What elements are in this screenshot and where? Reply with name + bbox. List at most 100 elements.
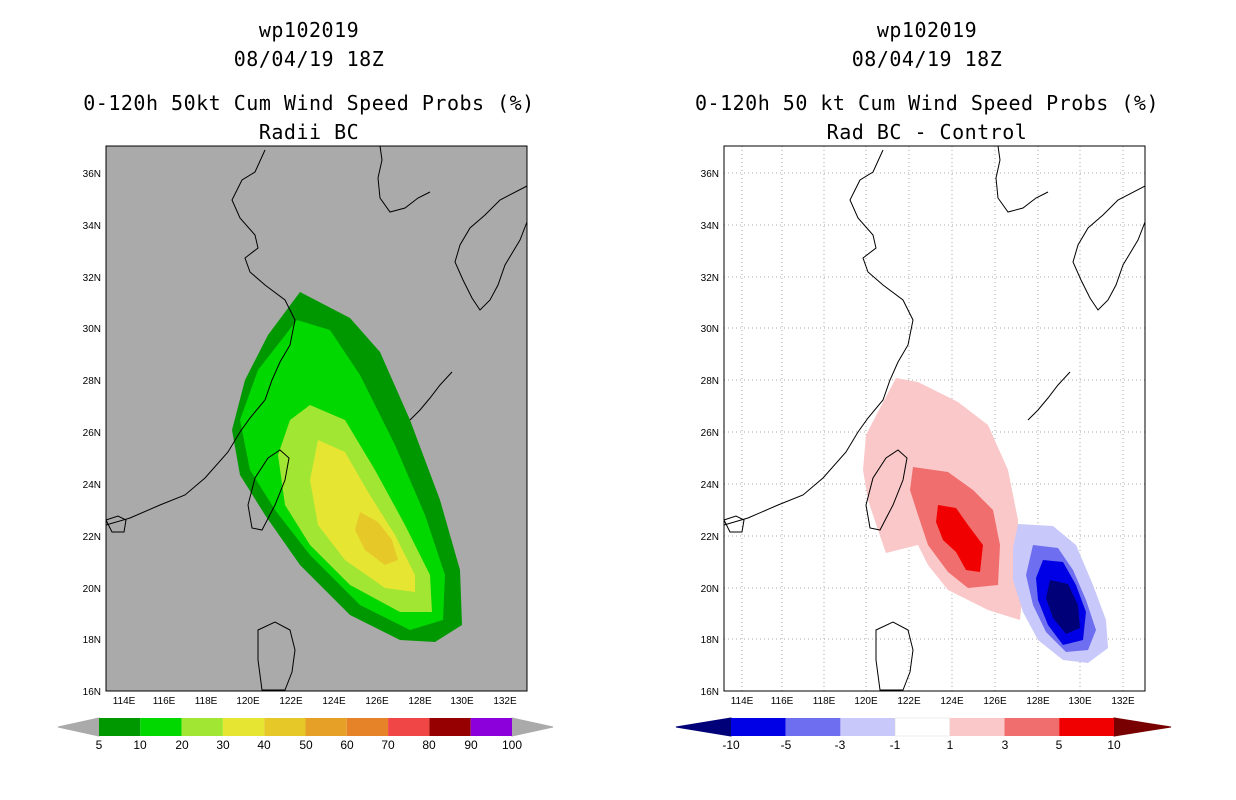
diff-contour-pos-5 [936,505,983,572]
lon-label-124e: 124E [322,696,346,707]
hainan-outline [723,515,745,533]
lat-label-36n: 36N [701,169,719,180]
lon-label-130e: 130E [1068,696,1092,707]
map-subtitle: Radii BC [258,120,360,144]
lon-label-116e: 116E [153,696,176,707]
lat-label-18n: 18N [83,635,101,646]
colorbar-right-labels: -10 -5 -3 -1 1 3 5 10 [722,738,1121,752]
colorbar-left-swatch-8 [388,718,430,736]
colorbar-left-label: 80 [422,738,436,752]
colorbar-right-swatch-1 [731,718,786,736]
colorbar-right-swatch-3 [840,718,896,736]
colorbar-right-label: -3 [835,738,846,752]
colorbar-right-label: 3 [1002,738,1009,752]
lon-label-118e: 118E [195,696,218,707]
colorbar-right-swatch-2 [785,718,841,736]
datetime: 08/04/19 18Z [233,47,385,71]
colorbar-left-label: 20 [175,738,189,752]
colorbar-right-label: 1 [947,738,954,752]
lon-labels: 114E 116E 118E 120E 122E 124E 126E 128E … [113,696,517,707]
colorbar-left-label: 40 [257,738,271,752]
lon-label-122e: 122E [897,696,921,707]
colorbar-left [57,717,554,737]
luzon-outline [257,621,296,691]
prob-contour-40 [355,512,398,565]
colorbar-left-under-arrow [57,717,100,737]
colorbar-left-label: 50 [299,738,313,752]
colorbar-left-label: 30 [216,738,230,752]
lat-label-22n: 22N [83,532,101,543]
coastlines [723,145,1146,691]
lat-label-24n: 24N [83,480,101,491]
map-svg-right: 36N 34N 32N 30N 28N 26N 24N 22N 20N 18N … [675,145,1172,752]
lat-label-26n: 26N [83,428,101,439]
coastlines [105,145,528,691]
colorbar-right-label: -10 [722,738,740,752]
diff-contour-neg-10 [1046,580,1080,634]
colorbar-right-swatch-6 [1004,718,1060,736]
map-title: 0-120h 50kt Cum Wind Speed Probs (%) [83,91,535,115]
colorbar-left-labels: 5 10 20 30 40 50 60 70 80 90 100 [96,738,523,752]
colorbar-left-swatch-5 [264,718,306,736]
storm-id: wp102019 [258,18,360,42]
ryukyu-islands-line [1027,371,1071,421]
lat-labels: 36N 34N 32N 30N 28N 26N 24N 22N 20N 18N … [701,169,719,698]
lat-label-16n: 16N [83,687,101,698]
colorbar-right-label: 10 [1107,738,1121,752]
colorbar-left-label: 90 [464,738,478,752]
japan-coast-line [1072,185,1146,311]
japan-coast-line [454,185,528,311]
map-title: 0-120h 50 kt Cum Wind Speed Probs (%) [694,91,1160,115]
lat-label-16n: 16N [701,687,719,698]
lat-label-34n: 34N [701,221,719,232]
colorbar-right-swatch-5 [949,718,1005,736]
lon-label-118e: 118E [813,696,836,707]
lat-label-28n: 28N [701,376,719,387]
china-coast-line [723,149,914,526]
map-frame [105,145,528,692]
lat-label-22n: 22N [701,532,719,543]
lon-label-126e: 126E [983,696,1007,707]
korea-coast-line [995,145,1049,213]
colorbar-left-swatch-3 [181,718,223,736]
colorbar-right-under-arrow [675,717,732,737]
colorbar-left-label: 70 [381,738,395,752]
colorbar-left-over-arrow [511,717,554,737]
korea-coast-line [377,145,431,213]
taiwan-outline [247,449,290,531]
lat-label-34n: 34N [83,221,101,232]
lon-labels: 114E 116E 118E 120E 122E 124E 126E 128E … [731,696,1135,707]
map-frame [723,145,1146,692]
colorbar-left-label: 60 [340,738,354,752]
lon-label-120e: 120E [236,696,260,707]
lat-label-28n: 28N [83,376,101,387]
ryukyu-islands-line [409,371,453,421]
hainan-outline [105,515,127,533]
storm-id: wp102019 [876,18,978,42]
panel-right: wp102019 08/04/19 18Z 0-120h 50 kt Cum W… [618,0,1236,800]
panel-left: wp102019 08/04/19 18Z 0-120h 50kt Cum Wi… [57,18,554,752]
lon-label-124e: 124E [940,696,964,707]
lon-label-132e: 132E [493,696,517,707]
lon-label-114e: 114E [731,696,754,707]
colorbar-right-label: -5 [781,738,792,752]
lon-label-128e: 128E [1026,696,1050,707]
taiwan-outline [865,449,908,531]
map-subtitle: Rad BC - Control [826,120,1028,144]
colorbar-left-label: 100 [502,738,522,752]
colorbar-right-over-arrow [1113,717,1172,737]
lat-label-24n: 24N [701,480,719,491]
lon-label-128e: 128E [408,696,432,707]
lat-label-32n: 32N [701,273,719,284]
colorbar-left-swatch-4 [222,718,265,736]
colorbar-right-swatch-4 [894,717,951,737]
lat-label-32n: 32N [83,273,101,284]
lon-label-132e: 132E [1111,696,1135,707]
lat-label-20n: 20N [701,584,719,595]
lon-label-116e: 116E [771,696,794,707]
luzon-outline [875,621,914,691]
lat-label-18n: 18N [701,635,719,646]
datetime: 08/04/19 18Z [851,47,1003,71]
colorbar-right-swatch-7 [1059,718,1114,736]
lat-label-20n: 20N [83,584,101,595]
